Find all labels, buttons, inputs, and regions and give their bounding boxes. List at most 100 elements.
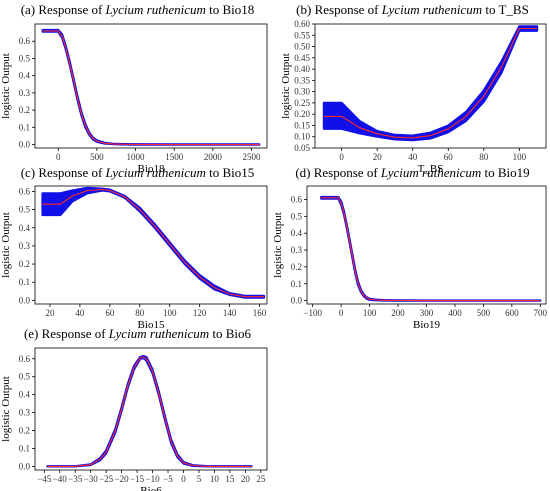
panel-d: (d) Response of Lycium ruthenicum to Bio…: [272, 163, 550, 331]
panel-b-title: (b) Response of Lycium ruthenicum to T_B…: [275, 2, 550, 18]
x-tick-label: 200: [391, 308, 405, 318]
x-tick-label: 60: [105, 308, 115, 318]
title-prefix: (c) Response of: [20, 165, 106, 180]
x-tick-label: 20: [373, 152, 383, 162]
x-tick-label: −5: [163, 474, 173, 484]
panel-b: (b) Response of Lycium ruthenicum to T_B…: [275, 0, 550, 175]
x-tick-label: 600: [505, 308, 519, 318]
panel-e-svg: −45 −40 −35 −30 −25 −20 −15 −10 −5 0 5 10 15 20 25 0.0 0…: [0, 347, 268, 491]
y-tick-label: 0.3: [291, 245, 303, 255]
y-tick-label: 0.6: [19, 354, 31, 364]
x-tick-label: 1500: [165, 152, 184, 162]
y-tick-label: 0.1: [19, 277, 30, 287]
panel-c-mean-curve: [42, 189, 264, 298]
y-tick-label: 0.50: [294, 42, 310, 52]
x-tick-label: 140: [223, 308, 237, 318]
panel-e-xlabel: Bio6: [140, 485, 162, 491]
x-tick-label: −20: [115, 474, 130, 484]
x-tick-label: 160: [253, 308, 267, 318]
x-tick-label: 100: [363, 308, 377, 318]
x-tick-label: 400: [448, 308, 462, 318]
y-tick-label: 0.1: [19, 122, 30, 132]
y-tick-label: 0.5: [19, 372, 31, 382]
panel-b-ylabel: logistic Output: [280, 53, 292, 119]
x-tick-label: −30: [84, 474, 99, 484]
y-tick-label: 0.10: [294, 132, 310, 142]
title-species: Lycium ruthenicum: [381, 2, 483, 17]
y-tick-label: 0.55: [294, 30, 310, 40]
panel-e: (e) Response of Lycium ruthenicum to Bio…: [0, 324, 275, 491]
panel-d-svg: −100 0 100 200 300 400 500 600 700 0.0 0.1 0.2 0.3 0.…: [272, 185, 548, 331]
panel-e-mean-curve: [47, 356, 252, 467]
x-tick-label: 80: [135, 308, 145, 318]
panel-b-confidence-band: [322, 25, 539, 142]
x-tick-label: −45: [37, 474, 52, 484]
x-tick-label: 0: [181, 474, 186, 484]
y-tick-label: 0.15: [294, 120, 310, 130]
x-tick-label: −40: [53, 474, 68, 484]
title-prefix: (d) Response of: [295, 165, 381, 180]
x-tick-label: 15: [225, 474, 235, 484]
panel-b-frame: [314, 23, 547, 149]
title-suffix: to Bio19: [481, 165, 530, 180]
title-suffix: to Bio15: [205, 165, 255, 180]
x-tick-label: 20: [241, 474, 251, 484]
y-tick-label: 0.6: [19, 36, 31, 46]
title-prefix: (e) Response of: [23, 326, 109, 341]
panel-b-mean-curve: [323, 27, 538, 139]
panel-c-frame: [34, 185, 268, 305]
panel-b-svg: 0 20 40 60 80 100 0.050.10 0.150.200.250.30 0.35…: [280, 19, 547, 175]
x-tick-label: 25: [256, 474, 266, 484]
panel-e-confidence-band: [46, 355, 253, 468]
title-species: Lycium ruthenicum: [108, 326, 210, 341]
y-tick-label: 0.3: [19, 241, 31, 251]
panel-a-title: (a) Response of Lycium ruthenicum to Bio…: [0, 2, 275, 18]
x-tick-label: −35: [68, 474, 83, 484]
x-tick-label: 0: [56, 152, 61, 162]
x-tick-label: 100: [163, 308, 177, 318]
x-tick-label: 40: [408, 152, 418, 162]
y-tick-label: 0.45: [294, 53, 310, 63]
x-tick-label: 2500: [243, 152, 262, 162]
panel-a: (a) Response of Lycium ruthenicum to Bio…: [0, 0, 275, 175]
y-tick-label: 0.35: [294, 75, 310, 85]
y-tick-label: 0.2: [19, 426, 30, 436]
title-suffix: to Bio18: [205, 2, 255, 17]
x-tick-label: −15: [130, 474, 145, 484]
panel-a-mean-curve: [42, 30, 260, 146]
y-tick-label: 0.20: [294, 109, 310, 119]
x-tick-label: 700: [534, 308, 548, 318]
y-tick-label: 0.4: [19, 223, 31, 233]
panel-a-svg: 0 500 1000 1500 2000 2500 0.0 0.1 0.2 0.3 0.4 0.5 0.…: [0, 23, 268, 175]
panel-a-xlabel: Bio18: [138, 163, 165, 175]
panel-d-mean-curve: [321, 197, 541, 302]
y-tick-label: 0.5: [291, 211, 303, 221]
panel-d-xlabel: Bio19: [413, 319, 440, 331]
x-tick-label: 40: [75, 308, 85, 318]
x-tick-label: 120: [193, 308, 207, 318]
x-tick-label: −100: [303, 308, 322, 318]
y-tick-label: 0.25: [294, 98, 310, 108]
panel-c-confidence-band: [41, 186, 266, 299]
panel-c-title: (c) Response of Lycium ruthenicum to Bio…: [0, 165, 275, 181]
x-tick-label: 5: [197, 474, 202, 484]
x-tick-label: 300: [420, 308, 434, 318]
panel-d-confidence-band: [320, 195, 542, 302]
y-tick-label: 0.1: [19, 443, 30, 453]
title-suffix: to Bio6: [209, 326, 252, 341]
panel-d-ylabel: logistic Output: [272, 212, 284, 278]
title-prefix: (b) Response of: [296, 2, 382, 17]
x-tick-label: 0: [339, 152, 344, 162]
y-tick-label: 0.05: [294, 143, 310, 153]
x-tick-label: 500: [90, 152, 104, 162]
x-tick-label: 2000: [204, 152, 223, 162]
x-tick-label: 20: [45, 308, 55, 318]
panel-c: (c) Response of Lycium ruthenicum to Bio…: [0, 163, 275, 331]
panel-e-title: (e) Response of Lycium ruthenicum to Bio…: [0, 326, 275, 342]
y-tick-label: 0.2: [19, 259, 30, 269]
panel-c-xlabel: Bio15: [138, 319, 165, 331]
y-tick-label: 0.30: [294, 87, 310, 97]
y-tick-label: 0.0: [291, 296, 303, 306]
y-tick-label: 0.3: [19, 88, 31, 98]
y-tick-label: 0.6: [291, 194, 303, 204]
